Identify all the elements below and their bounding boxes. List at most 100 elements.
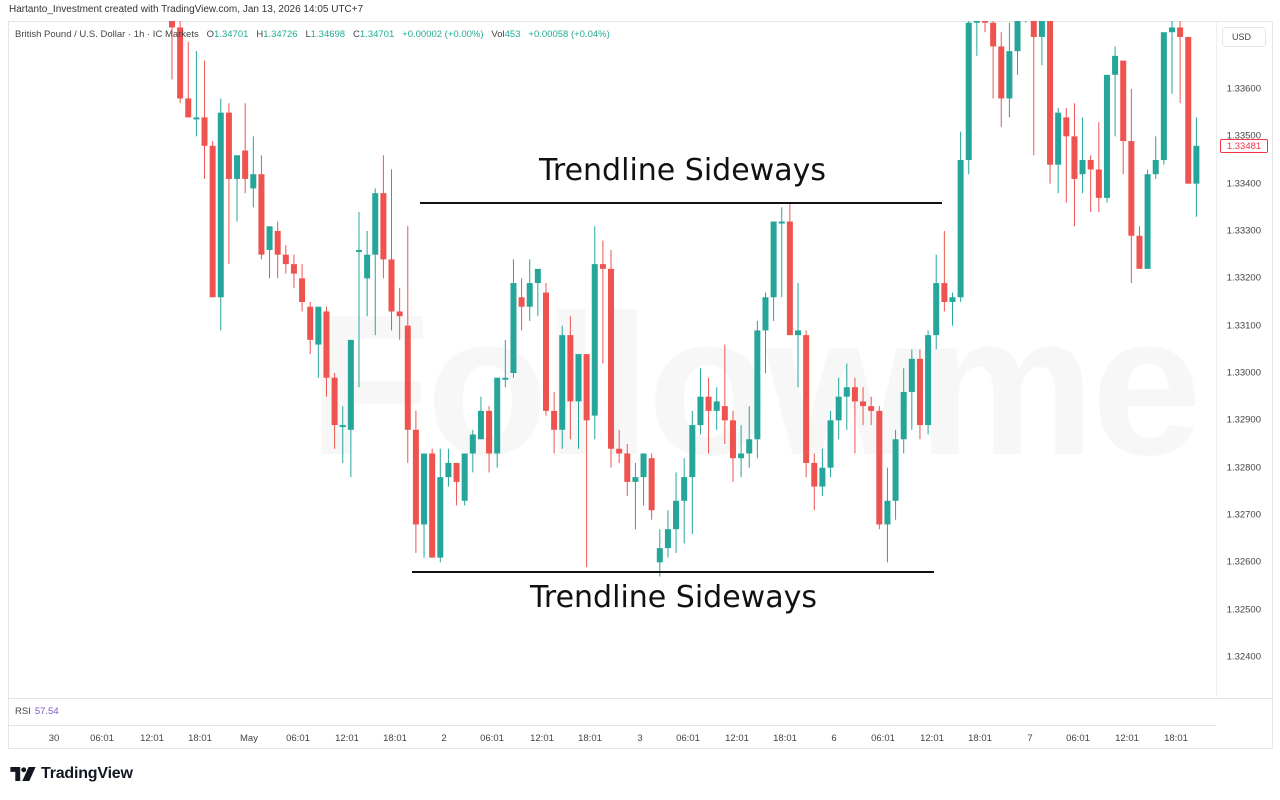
candle[interactable] bbox=[754, 320, 761, 459]
candle[interactable] bbox=[851, 377, 858, 454]
candle[interactable] bbox=[429, 448, 436, 558]
candle[interactable] bbox=[941, 231, 948, 312]
candle[interactable] bbox=[778, 207, 785, 298]
candle[interactable] bbox=[1128, 89, 1135, 284]
candle[interactable] bbox=[250, 136, 257, 208]
candle[interactable] bbox=[1152, 136, 1159, 179]
candle[interactable] bbox=[169, 21, 175, 80]
candle[interactable] bbox=[713, 387, 720, 430]
price-chart-pane[interactable]: Followme bbox=[8, 21, 1216, 697]
candle[interactable] bbox=[957, 131, 964, 302]
candle[interactable] bbox=[1136, 226, 1143, 269]
candle[interactable] bbox=[526, 259, 533, 321]
candle[interactable] bbox=[1030, 21, 1037, 156]
candle[interactable] bbox=[323, 306, 330, 397]
candle[interactable] bbox=[933, 254, 940, 350]
candle[interactable] bbox=[860, 387, 867, 426]
candle[interactable] bbox=[705, 377, 712, 454]
candle[interactable] bbox=[998, 32, 1005, 127]
candle[interactable] bbox=[364, 231, 371, 317]
candle[interactable] bbox=[209, 141, 216, 298]
candle[interactable] bbox=[185, 41, 192, 118]
candle[interactable] bbox=[380, 155, 387, 279]
candle[interactable] bbox=[868, 396, 875, 426]
rsi-pane[interactable]: RSI 57.54 bbox=[8, 698, 1273, 725]
candle[interactable] bbox=[1055, 107, 1062, 194]
candle[interactable] bbox=[453, 462, 460, 506]
candle[interactable] bbox=[282, 245, 289, 274]
candle[interactable] bbox=[965, 21, 972, 175]
candle[interactable] bbox=[729, 410, 736, 482]
candle[interactable] bbox=[835, 377, 842, 440]
candle[interactable] bbox=[916, 349, 923, 440]
candle[interactable] bbox=[786, 202, 793, 336]
candle[interactable] bbox=[762, 292, 769, 373]
candle[interactable] bbox=[949, 292, 956, 326]
candle[interactable] bbox=[315, 306, 322, 378]
candle[interactable] bbox=[624, 444, 631, 497]
candle[interactable] bbox=[494, 377, 501, 468]
candle[interactable] bbox=[299, 264, 306, 312]
candle[interactable] bbox=[542, 283, 549, 416]
candle[interactable] bbox=[567, 316, 574, 440]
candle[interactable] bbox=[1087, 155, 1094, 213]
candle[interactable] bbox=[746, 406, 753, 468]
candle[interactable] bbox=[583, 354, 590, 568]
candle[interactable] bbox=[827, 410, 834, 478]
candle[interactable] bbox=[925, 330, 932, 435]
candle[interactable] bbox=[1006, 22, 1013, 118]
candle[interactable] bbox=[884, 467, 891, 563]
candle[interactable] bbox=[908, 349, 915, 430]
candle[interactable] bbox=[234, 155, 241, 222]
candlestick-series[interactable] bbox=[8, 21, 1216, 697]
candle[interactable] bbox=[469, 429, 476, 473]
candle[interactable] bbox=[1177, 21, 1184, 104]
candle[interactable] bbox=[990, 21, 997, 99]
candle[interactable] bbox=[258, 155, 265, 260]
candle[interactable] bbox=[421, 453, 428, 558]
candle[interactable] bbox=[632, 462, 639, 530]
candle[interactable] bbox=[355, 212, 362, 388]
candle[interactable] bbox=[331, 373, 338, 449]
candle[interactable] bbox=[1047, 21, 1054, 184]
symbol-title[interactable]: British Pound / U.S. Dollar · 1h · IC Ma… bbox=[15, 29, 199, 40]
candle[interactable] bbox=[656, 529, 663, 577]
candle[interactable] bbox=[770, 221, 777, 321]
candle[interactable] bbox=[437, 448, 444, 563]
candle[interactable] bbox=[388, 169, 395, 331]
candle[interactable] bbox=[721, 344, 728, 444]
candle[interactable] bbox=[900, 368, 907, 454]
candle[interactable] bbox=[1079, 117, 1086, 194]
candle[interactable] bbox=[177, 21, 184, 104]
candle[interactable] bbox=[290, 254, 297, 288]
candle[interactable] bbox=[673, 472, 680, 553]
candle[interactable] bbox=[811, 453, 818, 511]
candle[interactable] bbox=[982, 21, 988, 33]
candle[interactable] bbox=[1120, 60, 1127, 175]
candle[interactable] bbox=[1193, 117, 1200, 217]
candle[interactable] bbox=[225, 103, 232, 265]
candle[interactable] bbox=[559, 325, 566, 449]
candle[interactable] bbox=[518, 278, 525, 331]
candle[interactable] bbox=[599, 240, 606, 364]
currency-selector[interactable]: USD bbox=[1222, 27, 1266, 47]
candle[interactable] bbox=[843, 363, 850, 430]
candle[interactable] bbox=[648, 453, 655, 520]
candle[interactable] bbox=[445, 448, 452, 487]
candle[interactable] bbox=[575, 354, 582, 449]
candle[interactable] bbox=[534, 268, 541, 317]
candle[interactable] bbox=[697, 368, 704, 435]
candle[interactable] bbox=[973, 21, 980, 56]
candle[interactable] bbox=[404, 226, 411, 463]
candle[interactable] bbox=[689, 410, 696, 534]
candle[interactable] bbox=[242, 103, 249, 194]
candle[interactable] bbox=[201, 60, 208, 179]
candle[interactable] bbox=[510, 259, 517, 378]
price-axis[interactable]: 1.33600 1.33500 1.33400 1.33300 1.33200 1.331… bbox=[1216, 21, 1273, 697]
candle[interactable] bbox=[1023, 21, 1029, 23]
candle[interactable] bbox=[551, 391, 558, 454]
candle[interactable] bbox=[1014, 21, 1021, 75]
candle[interactable] bbox=[1168, 21, 1175, 94]
candle[interactable] bbox=[664, 510, 671, 558]
candle[interactable] bbox=[681, 458, 688, 544]
